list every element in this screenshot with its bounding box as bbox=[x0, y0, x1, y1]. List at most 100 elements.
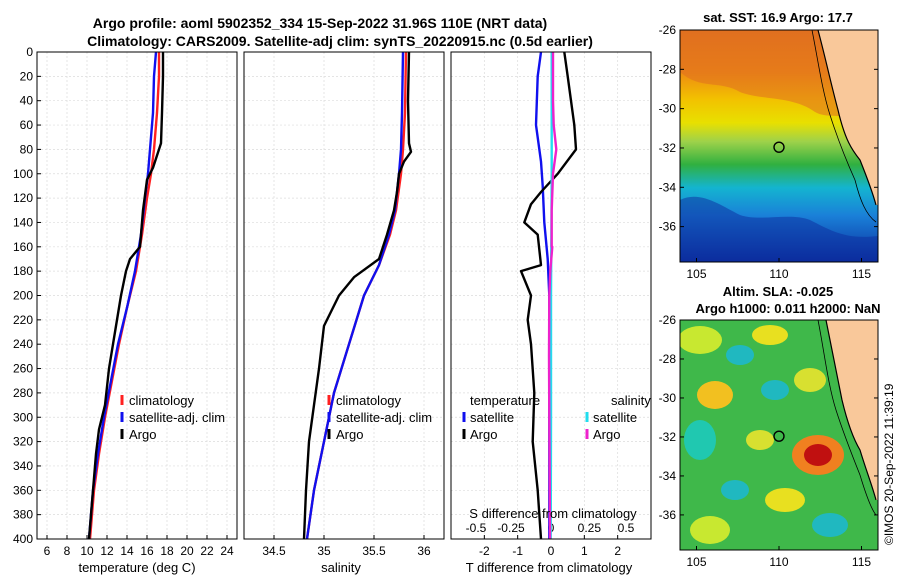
legend-label: climatology bbox=[129, 393, 195, 408]
map-x-tick-label: 110 bbox=[769, 267, 788, 281]
x-tick-label: 16 bbox=[140, 544, 154, 558]
sla-blob bbox=[690, 516, 730, 544]
map-y-tick-label: -36 bbox=[659, 220, 677, 234]
y-tick-label: 280 bbox=[13, 386, 33, 400]
y-tick-label: 0 bbox=[26, 45, 33, 59]
y-tick-label: 260 bbox=[13, 362, 33, 376]
sla-blob bbox=[721, 480, 749, 500]
sla-blob bbox=[794, 368, 826, 392]
x-tick-label: 8 bbox=[64, 544, 71, 558]
map-x-tick-label: 115 bbox=[852, 555, 871, 569]
difference-xlabel: T difference from climatology bbox=[466, 560, 633, 575]
sla-map-ticks: 105 110 115 -26 -28 -30 -32 -34 -36 bbox=[659, 313, 878, 569]
y-tick-label: 360 bbox=[13, 483, 33, 497]
x-tick-label: 22 bbox=[200, 544, 214, 558]
y-tick-label: 220 bbox=[13, 313, 33, 327]
y-tick-label: 340 bbox=[13, 459, 33, 473]
y-tick-label: 80 bbox=[20, 142, 34, 156]
sla-blob bbox=[726, 345, 754, 365]
map-y-tick-label: -28 bbox=[659, 62, 677, 76]
top-tick-label: 0.5 bbox=[618, 521, 635, 535]
legend-label: Argo bbox=[336, 427, 363, 442]
sla-argo-marker bbox=[773, 430, 785, 442]
x-tick-label: 2 bbox=[614, 544, 621, 558]
x-tick-label: 36 bbox=[417, 544, 431, 558]
legend-label: satellite bbox=[470, 410, 514, 425]
series-line-salinity-argo bbox=[547, 52, 558, 539]
sla-blob bbox=[680, 326, 722, 354]
map-y-tick-label: -26 bbox=[659, 23, 677, 37]
y-tick-label: 200 bbox=[13, 289, 33, 303]
sla-blob bbox=[697, 381, 733, 409]
salinity-xlabel: salinity bbox=[321, 560, 361, 575]
y-tick-label: 60 bbox=[20, 118, 34, 132]
y-tick-label: 180 bbox=[13, 264, 33, 278]
sla-blob bbox=[812, 513, 848, 537]
sla-map bbox=[680, 320, 878, 550]
sla-map-title-2: Argo h1000: 0.011 h2000: NaN bbox=[696, 301, 881, 316]
x-tick-label: 24 bbox=[220, 544, 234, 558]
x-tick-label: 6 bbox=[44, 544, 51, 558]
map-y-tick-label: -34 bbox=[659, 180, 677, 194]
sla-blob bbox=[765, 488, 805, 512]
sla-blob bbox=[684, 420, 716, 460]
difference-top-axis-label: S difference from climatology bbox=[469, 506, 637, 521]
x-tick-label: 35.5 bbox=[362, 544, 386, 558]
map-y-tick-label: -30 bbox=[659, 102, 677, 116]
y-tick-label: 40 bbox=[20, 94, 34, 108]
map-x-tick-label: 105 bbox=[686, 267, 706, 281]
series-line-temperature-argo bbox=[519, 52, 578, 539]
salinity-profile-panel: 34.5 35 35.5 36 climatology satellite-adj. cl… bbox=[243, 51, 445, 558]
y-tick-label: 100 bbox=[13, 167, 33, 181]
x-tick-label: -2 bbox=[479, 544, 490, 558]
top-tick-label: 0.25 bbox=[578, 521, 602, 535]
sla-blob bbox=[761, 380, 789, 400]
axes-frame bbox=[450, 51, 652, 540]
map-x-tick-label: 110 bbox=[769, 555, 788, 569]
axes-frame bbox=[36, 51, 238, 540]
watermark: ©IMOS 20-Sep-2022 11:39:19 bbox=[882, 383, 896, 545]
sla-bathymetry-contour bbox=[817, 320, 877, 516]
y-tick-label: 240 bbox=[13, 337, 33, 351]
x-tick-label: 0 bbox=[548, 544, 555, 558]
legend-label: Argo bbox=[129, 427, 156, 442]
sla-coastline bbox=[825, 320, 877, 501]
x-tick-label: -1 bbox=[512, 544, 523, 558]
series-line-argo bbox=[302, 52, 413, 539]
series-line-satellite-adj-clim bbox=[305, 52, 405, 539]
sst-cold-patch bbox=[680, 196, 878, 262]
map-y-tick-label: -36 bbox=[659, 508, 677, 522]
map-y-tick-label: -32 bbox=[659, 141, 677, 155]
y-tick-label: 140 bbox=[13, 215, 33, 229]
series-line-salinity-satellite bbox=[549, 52, 553, 539]
axes-frame bbox=[243, 51, 445, 540]
y-tick-label: 400 bbox=[13, 532, 33, 546]
sst-map-ticks: 105 110 115 -26 -28 -30 -32 -34 -36 bbox=[659, 23, 878, 281]
map-y-tick-label: -30 bbox=[659, 391, 677, 405]
map-y-tick-label: -34 bbox=[659, 469, 677, 483]
legend-label: satellite-adj. clim bbox=[129, 410, 225, 425]
sla-map-title-1: Altim. SLA: -0.025 bbox=[723, 284, 834, 299]
sst-map-title: sat. SST: 16.9 Argo: 17.7 bbox=[703, 10, 853, 25]
legend-label: satellite bbox=[593, 410, 637, 425]
sla-high bbox=[804, 444, 832, 466]
x-tick-label: 18 bbox=[160, 544, 174, 558]
legend-label: Argo bbox=[470, 427, 497, 442]
x-tick-label: 34.5 bbox=[262, 544, 286, 558]
map-x-tick-label: 115 bbox=[852, 267, 871, 281]
sst-argo-marker bbox=[773, 141, 785, 153]
title-line-2: Climatology: CARS2009. Satellite-adj cli… bbox=[87, 33, 593, 49]
y-tick-label: 300 bbox=[13, 410, 33, 424]
y-tick-label: 20 bbox=[20, 69, 34, 83]
x-tick-label: 14 bbox=[120, 544, 134, 558]
top-tick-label: -0.5 bbox=[466, 521, 487, 535]
legend-label: Argo bbox=[593, 427, 620, 442]
sst-bathymetry-contour bbox=[811, 30, 877, 223]
y-tick-label: 380 bbox=[13, 508, 33, 522]
temperature-xlabel: temperature (deg C) bbox=[78, 560, 195, 575]
y-tick-label: 120 bbox=[13, 191, 33, 205]
y-tick-label: 160 bbox=[13, 240, 33, 254]
legend-label: satellite-adj. clim bbox=[336, 410, 432, 425]
